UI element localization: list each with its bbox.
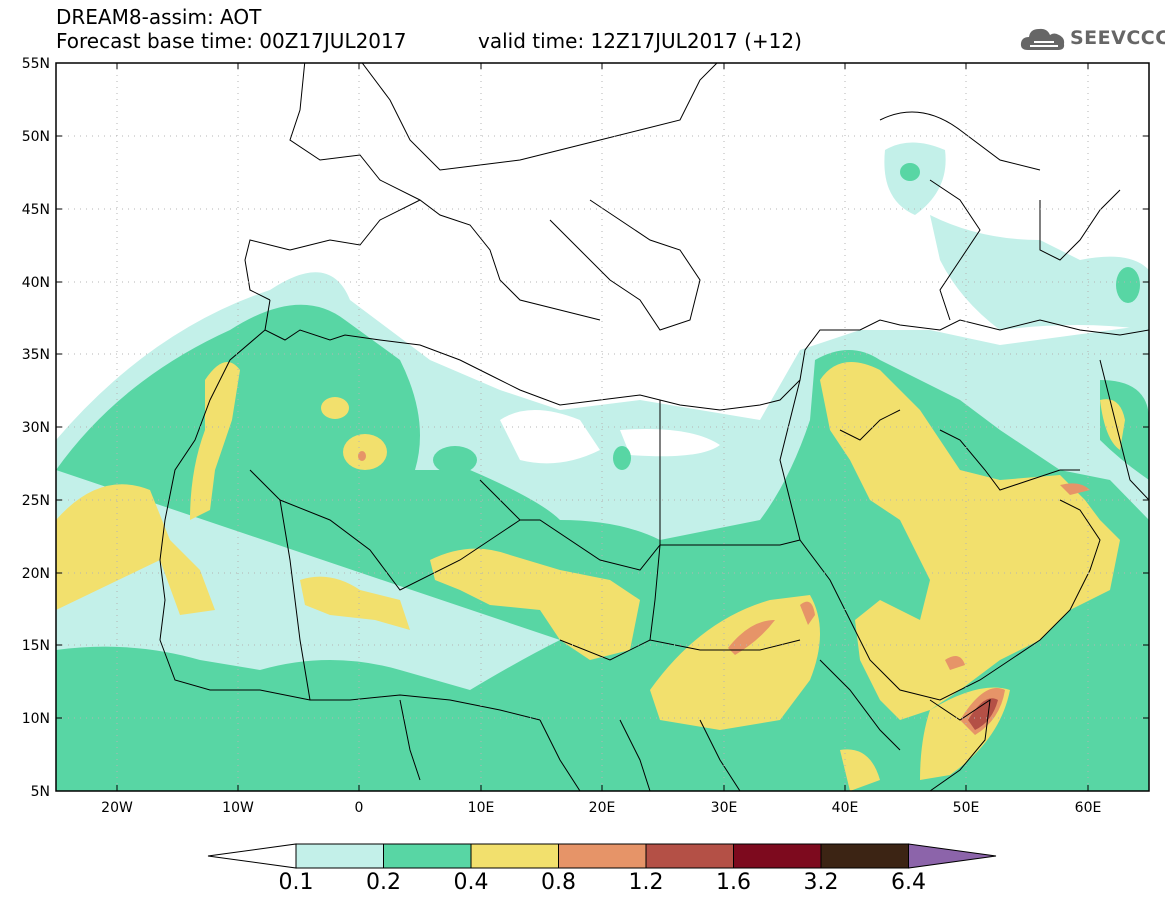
legend-label: 0.4 xyxy=(453,870,489,895)
legend-label: 0.2 xyxy=(366,870,401,895)
forecast-base-time: Forecast base time: 00Z17JUL2017 xyxy=(56,29,407,53)
legend-label: 3.2 xyxy=(803,870,839,895)
colorbar-segment xyxy=(558,843,647,869)
lon-label: 0 xyxy=(355,800,364,816)
lat-label: 45N xyxy=(22,202,50,218)
lon-labels: 20W 10W 0 10E 20E 30E 40E 50E 60E xyxy=(101,800,1101,816)
legend-label: 6.4 xyxy=(891,870,926,895)
lat-label: 15N xyxy=(22,638,50,654)
map-title: DREAM8-assim: AOT xyxy=(56,5,262,29)
lat-label: 40N xyxy=(22,275,50,291)
lon-label: 10E xyxy=(468,800,495,816)
lat-label: 55N xyxy=(22,56,50,72)
country-borders xyxy=(159,63,1149,791)
lat-label: 25N xyxy=(22,493,50,509)
lon-label: 50E xyxy=(953,800,980,816)
lon-label: 40E xyxy=(832,800,859,816)
colorbar-over-arrow xyxy=(908,843,997,869)
legend-label: 1.6 xyxy=(716,870,751,895)
colorbar-segment xyxy=(733,843,822,869)
lon-label: 20W xyxy=(101,800,133,816)
cloud-icon xyxy=(1020,28,1065,50)
lat-label: 35N xyxy=(22,347,50,363)
colorbar-segment xyxy=(820,843,909,869)
lat-labels: 5N 10N 15N 20N 25N 30N 35N 40N 45N 50N 5… xyxy=(22,56,50,800)
colorbar-segment xyxy=(645,843,734,869)
axis-ticks xyxy=(56,62,1149,792)
colorbar-segment xyxy=(383,843,472,869)
legend-label: 1.2 xyxy=(628,870,664,895)
seevccc-logo: SEEVCCC xyxy=(1018,22,1165,58)
lat-label: 5N xyxy=(31,784,50,800)
valid-time: valid time: 12Z17JUL2017 (+12) xyxy=(478,29,802,53)
colorbar xyxy=(207,843,997,869)
legend-label: 0.1 xyxy=(278,870,314,895)
lon-label: 10W xyxy=(222,800,254,816)
logo-text: SEEVCCC xyxy=(1070,27,1165,49)
lat-label: 10N xyxy=(22,711,50,727)
lat-label: 30N xyxy=(22,420,50,436)
aot-field xyxy=(56,142,1149,791)
lon-label: 20E xyxy=(589,800,616,816)
lat-label: 50N xyxy=(22,129,50,145)
lon-label: 60E xyxy=(1075,800,1102,816)
colorbar-under-arrow xyxy=(207,843,297,869)
legend-label: 0.8 xyxy=(541,870,576,895)
colorbar-segment xyxy=(295,843,384,869)
graticule xyxy=(56,63,1149,791)
colorbar-segment xyxy=(470,843,559,869)
lat-label: 20N xyxy=(22,566,50,582)
lon-label: 30E xyxy=(711,800,738,816)
